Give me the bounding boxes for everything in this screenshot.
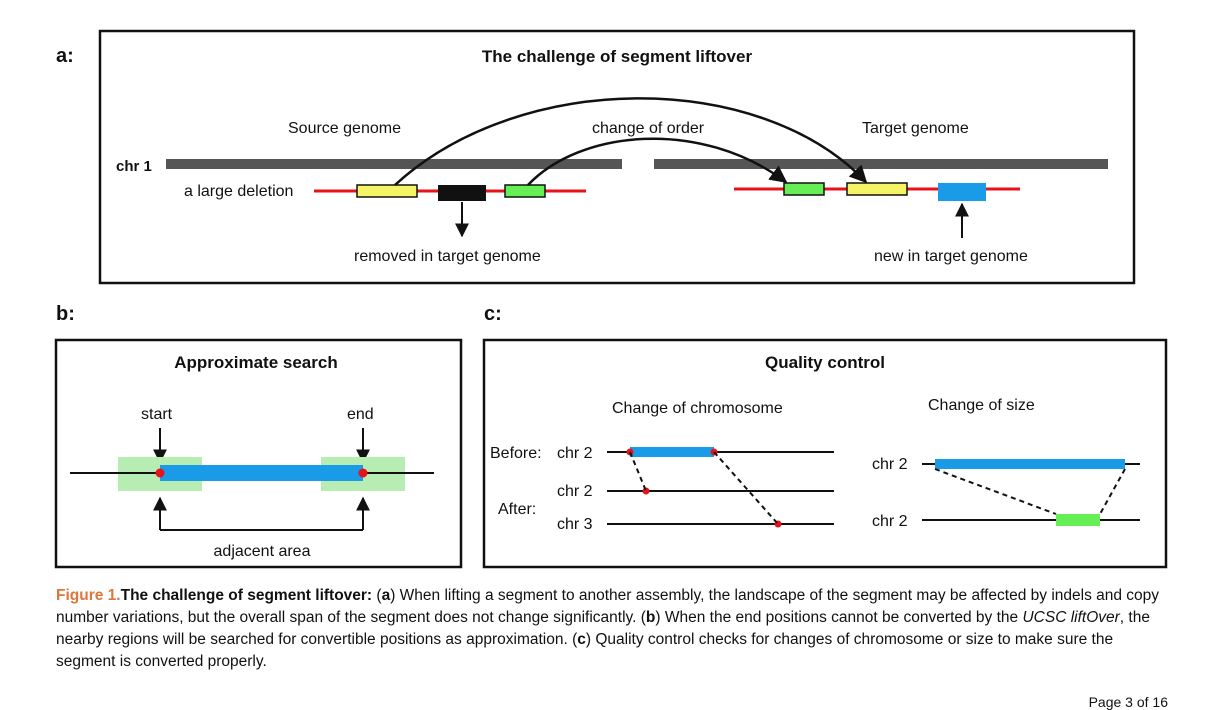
removed-in-target-label: removed in target genome <box>354 248 541 265</box>
caption-letter-a: a <box>381 587 391 604</box>
inserted-blue-block <box>938 183 986 201</box>
change-of-chromosome-label: Change of chromosome <box>612 400 783 417</box>
caption-text-c: ) Quality control checks for changes of … <box>56 631 1114 670</box>
target-chromosome-bar <box>654 159 1108 169</box>
caption-text-a: ) When lifting a segment to another asse… <box>56 587 1160 626</box>
caption-letter-c: c <box>577 631 586 648</box>
start-point <box>155 468 165 478</box>
chr2-after-label: chr 2 <box>557 483 593 500</box>
panel-b-title: Approximate search <box>174 353 337 372</box>
page-number: Page 3 of 16 <box>1088 694 1168 710</box>
new-in-target-label: new in target genome <box>874 248 1028 265</box>
size-right-dashed <box>1099 468 1126 515</box>
figure-caption: Figure 1.The challenge of segment liftov… <box>56 585 1166 673</box>
target-green-block <box>783 182 825 196</box>
size-original-segment <box>935 459 1125 469</box>
end-label: end <box>347 406 374 423</box>
end-map-dashed <box>713 451 779 525</box>
panel-a-frame <box>98 29 1136 285</box>
start-label: start <box>141 406 173 423</box>
target-yellow-block <box>846 182 908 196</box>
panel-a-title: The challenge of segment liftover <box>482 47 753 66</box>
before-label: Before: <box>490 445 542 462</box>
panel-c: c: Quality control Change of chromosome … <box>482 303 1168 569</box>
panel-c-title: Quality control <box>765 353 885 372</box>
chr3-after-label: chr 3 <box>557 516 593 533</box>
target-genome-label: Target genome <box>862 120 969 137</box>
size-chr2-top-label: chr 2 <box>872 456 908 473</box>
caption-tool-name: UCSC liftOver <box>1022 609 1120 626</box>
size-chr2-bottom-label: chr 2 <box>872 513 908 530</box>
source-yellow-block <box>356 184 418 198</box>
approx-segment <box>160 465 363 481</box>
large-deletion-label: a large deletion <box>184 183 293 200</box>
caption-text-b: ) When the end positions cannot be conve… <box>655 609 1023 626</box>
panel-a: a: The challenge of segment liftover Sou… <box>56 29 1136 285</box>
deleted-black-block <box>438 185 486 201</box>
adjacent-area-label: adjacent area <box>214 543 311 560</box>
chr2-before-label: chr 2 <box>557 445 593 462</box>
change-of-order-label: change of order <box>592 120 705 137</box>
panel-b-frame <box>54 338 463 569</box>
panel-a-label: a: <box>56 45 74 67</box>
panel-c-label: c: <box>484 303 502 325</box>
change-of-size-label: Change of size <box>928 397 1035 414</box>
source-green-block <box>504 184 546 198</box>
caption-figure-number: Figure 1. <box>56 587 121 604</box>
panel-b-label: b: <box>56 303 75 325</box>
start-map-dashed <box>629 451 647 492</box>
green-reorder-arrow <box>527 137 788 186</box>
source-genome-label: Source genome <box>288 120 401 137</box>
panel-c-frame <box>482 338 1168 569</box>
chr1-label: chr 1 <box>116 158 152 175</box>
panel-b: b: Approximate search start end adjacent… <box>54 303 463 569</box>
size-left-dashed <box>934 468 1057 515</box>
end-point <box>358 468 368 478</box>
source-chromosome-bar <box>166 159 622 169</box>
chr2-before-segment <box>630 447 714 457</box>
yellow-reorder-arrow <box>394 97 868 186</box>
caption-title: The challenge of segment liftover: <box>120 587 373 604</box>
caption-letter-b: b <box>645 609 656 626</box>
caption-open-a: ( <box>372 587 382 604</box>
size-shrunk-segment <box>1056 514 1100 526</box>
after-label: After: <box>498 501 536 518</box>
caption-text-b2: , the nearby regions will be searched fo… <box>56 609 1150 648</box>
